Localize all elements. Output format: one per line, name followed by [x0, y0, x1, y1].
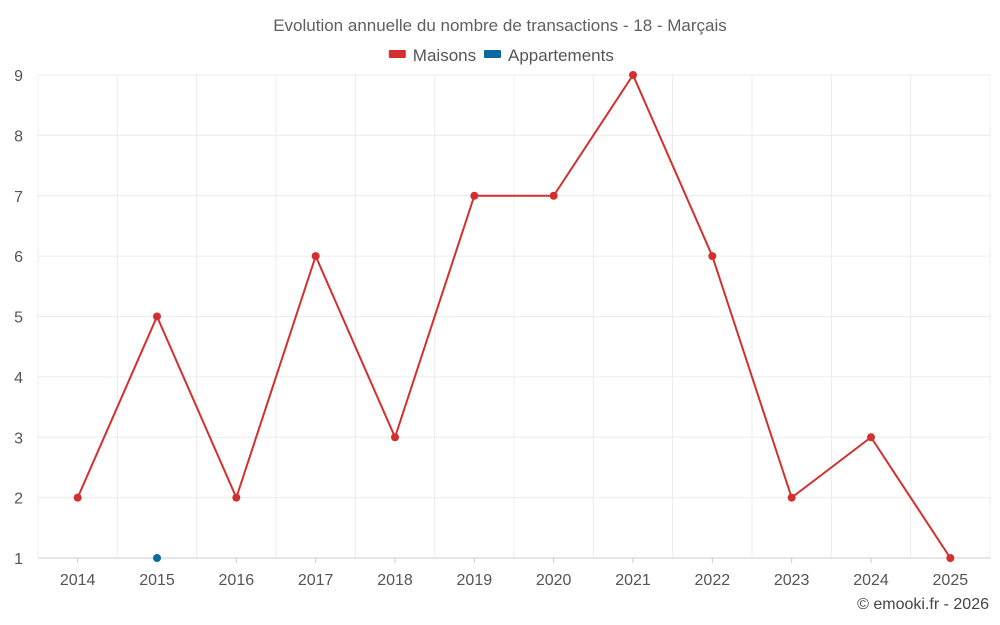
y-tick-label: 5	[14, 310, 23, 327]
x-tick-label: 2023	[774, 572, 810, 589]
y-tick-label: 8	[14, 128, 23, 145]
data-point-maisons[interactable]	[311, 252, 320, 261]
legend-swatch	[484, 50, 501, 58]
series	[73, 71, 955, 562]
series-maisons	[73, 71, 955, 562]
x-tick-label: 2016	[219, 572, 255, 589]
data-point-maisons[interactable]	[708, 252, 717, 261]
y-tick-label: 6	[14, 249, 23, 266]
x-tick-label: 2024	[853, 572, 889, 589]
series-appartements	[153, 554, 161, 562]
x-tick-label: 2020	[536, 572, 572, 589]
data-point-maisons[interactable]	[867, 433, 875, 442]
data-point-maisons[interactable]	[787, 493, 796, 502]
legend-label: Appartements	[508, 46, 614, 65]
data-point-maisons[interactable]	[629, 71, 637, 79]
series-line-maisons	[76, 74, 952, 559]
data-point-maisons[interactable]	[153, 312, 161, 321]
axes: 1 2 3 4 5 6 7 8 9 2014 2015 2016 2017 2018 2019 2020 202…	[14, 68, 990, 589]
legend-swatch	[388, 50, 406, 58]
chart-title: Evolution annuelle du nombre de transact…	[273, 16, 727, 35]
legend-item-maisons[interactable]: Maisons	[388, 46, 476, 65]
x-tick-label: 2017	[298, 572, 334, 589]
x-tick-label: 2018	[377, 572, 413, 589]
y-tick-label: 1	[14, 551, 23, 568]
data-point-maisons[interactable]	[391, 433, 399, 442]
grid	[37, 74, 991, 558]
y-tick-label: 2	[14, 491, 23, 508]
legend: Maisons Appartements	[388, 46, 614, 65]
legend-label: Maisons	[413, 46, 476, 65]
data-point-maisons[interactable]	[470, 191, 479, 200]
y-tick-label: 7	[14, 189, 23, 206]
x-tick-label: 2014	[60, 572, 96, 589]
data-point-maisons[interactable]	[232, 493, 241, 502]
x-tick-label: 2025	[933, 572, 969, 589]
x-tick-label: 2022	[695, 572, 731, 589]
legend-item-appartements[interactable]: Appartements	[484, 46, 614, 65]
credit-text: © emooki.fr - 2026	[857, 596, 989, 613]
y-tick-label: 4	[14, 370, 23, 387]
x-tick-label: 2021	[615, 572, 651, 589]
x-tick-label: 2015	[139, 572, 175, 589]
data-point-appartements[interactable]	[153, 554, 161, 562]
x-tick-label: 2019	[457, 572, 493, 589]
y-tick-label: 9	[14, 68, 23, 85]
y-tick-label: 3	[14, 430, 23, 447]
data-point-maisons[interactable]	[549, 191, 558, 200]
data-point-maisons[interactable]	[73, 493, 82, 502]
data-point-maisons[interactable]	[946, 554, 955, 562]
